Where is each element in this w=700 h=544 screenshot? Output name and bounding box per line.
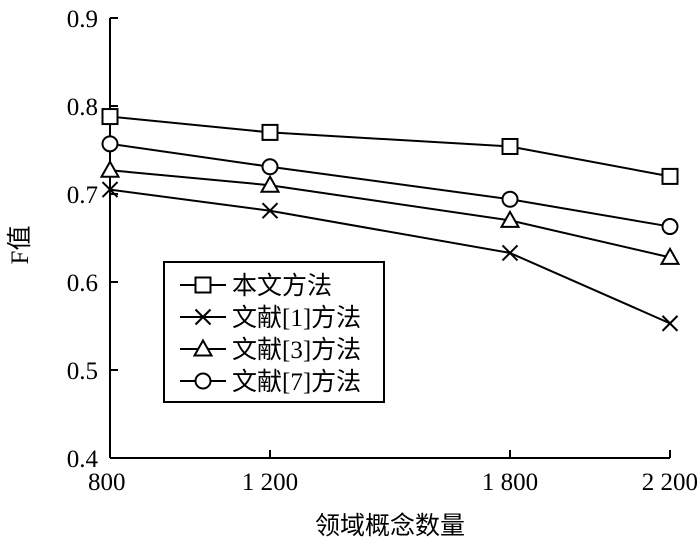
legend-item: 文献[1]方法 (180, 304, 361, 332)
data-point (661, 218, 679, 236)
data-point (501, 137, 519, 155)
legend-item: 文献[3]方法 (180, 336, 361, 364)
y-axis-ticks: 0.4 0.5 0.6 0.7 0.8 0.9 (67, 6, 118, 473)
legend-marker (192, 338, 214, 357)
data-point (101, 108, 119, 126)
series-layer (99, 108, 681, 332)
legend-item: 本文方法 (180, 272, 332, 300)
data-point (501, 190, 519, 208)
x-marker-stroke (501, 244, 519, 262)
data-point (99, 159, 121, 178)
data-point (261, 158, 279, 176)
legend-label: 文献[3]方法 (232, 336, 361, 364)
y-tick-label: 0.9 (67, 6, 98, 33)
data-point (501, 244, 519, 262)
data-point (661, 315, 679, 332)
legend-item: 文献[7]方法 (180, 368, 361, 396)
x-marker-stroke (661, 315, 679, 332)
y-axis-title: F值 (6, 226, 34, 265)
series-1 (101, 108, 679, 185)
x-tick-label: 1 200 (242, 469, 298, 496)
series-line (109, 188, 671, 325)
data-point (101, 181, 119, 198)
x-tick-label: 2 200 (642, 469, 698, 496)
y-tick-label: 0.7 (67, 182, 98, 209)
y-tick-label: 0.4 (67, 446, 99, 473)
x-tick-label: 800 (88, 469, 126, 496)
series-line (109, 115, 671, 178)
data-point (499, 209, 521, 228)
x-marker-stroke (194, 308, 212, 326)
series-line (109, 169, 671, 259)
data-point (261, 202, 279, 219)
x-marker-stroke (261, 202, 279, 219)
data-point (661, 167, 679, 185)
x-axis-title: 领域概念数量 (315, 512, 465, 540)
data-point (101, 135, 119, 153)
y-tick-label: 0.6 (67, 270, 98, 297)
series-3 (99, 159, 681, 265)
x-axis-ticks: 800 1 200 1 800 2 200 (88, 450, 698, 496)
legend-label: 文献[1]方法 (232, 304, 361, 332)
y-tick-label: 0.5 (67, 358, 98, 385)
series-line (109, 142, 671, 228)
legend-label: 本文方法 (232, 272, 332, 300)
series-4 (101, 135, 679, 236)
legend-marker (194, 308, 212, 326)
data-point (659, 246, 681, 265)
legend-marker (194, 276, 212, 294)
series-2 (101, 181, 679, 332)
legend-label: 文献[7]方法 (232, 368, 361, 396)
x-marker-stroke (101, 181, 119, 198)
y-tick-label: 0.8 (67, 94, 98, 121)
data-point (259, 174, 281, 193)
legend-marker (194, 372, 212, 390)
data-point (261, 123, 279, 141)
x-tick-label: 1 800 (482, 469, 538, 496)
axes (109, 18, 670, 459)
